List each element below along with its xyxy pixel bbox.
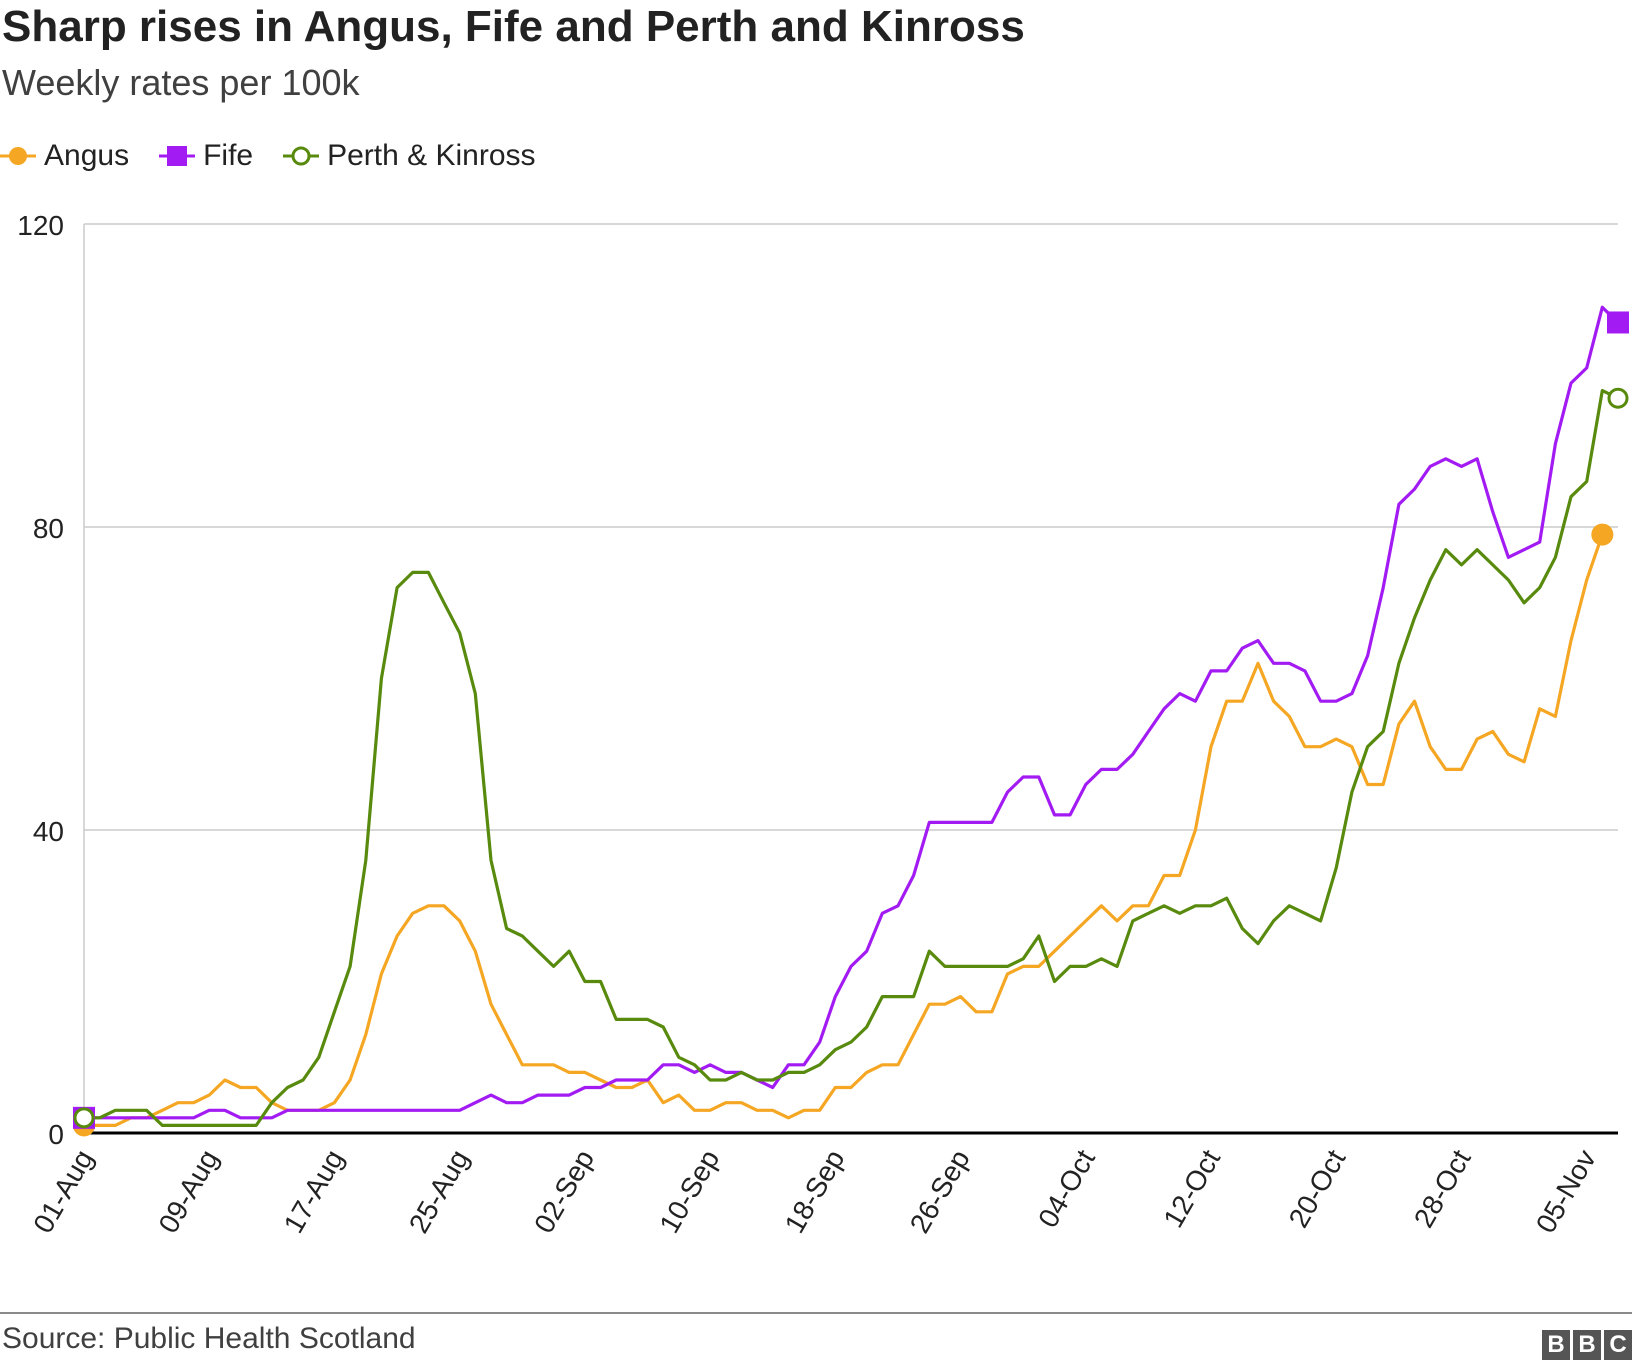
legend-marker-angus [0,147,36,165]
legend-label-fife: Fife [203,139,254,172]
source-note: Source: Public Health Scotland [2,1322,416,1355]
y-tick-label-80: 80 [33,513,64,544]
x-tick-label-02-Sep: 02-Sep [528,1145,600,1239]
x-tick-label-28-Oct: 28-Oct [1408,1144,1477,1232]
legend-marker-perth-kinross [283,146,320,166]
legend-marker-fife [159,146,196,166]
y-tick-label-0: 0 [48,1119,64,1150]
x-tick-label-05-Nov: 05-Nov [1530,1145,1602,1239]
marker-fife-end [1607,311,1629,334]
y-tick-label-120: 120 [17,210,64,241]
y-tick-label-40: 40 [33,816,64,847]
bbc-logo-letter-c: C [1604,1330,1632,1360]
bbc-logo-letter-b1: B [1542,1330,1570,1360]
x-tick-label-12-Oct: 12-Oct [1157,1144,1226,1232]
legend-label-angus: Angus [44,139,130,172]
marker-angus-end [1591,523,1614,546]
legend-label-perth-kinross: Perth & Kinross [327,139,536,172]
x-tick-label-17-Aug: 17-Aug [278,1145,350,1239]
x-tick-label-25-Aug: 25-Aug [403,1145,475,1239]
chart-title: Sharp rises in Angus, Fife and Perth and… [2,2,1025,51]
x-tick-label-01-Aug: 01-Aug [27,1145,99,1239]
legend-item-fife: Fife [159,139,253,173]
chart-subtitle: Weekly rates per 100k [2,62,360,103]
x-tick-label-20-Oct: 20-Oct [1283,1144,1352,1232]
legend-item-perth-kinross: Perth & Kinross [283,139,536,173]
series-line-fife [82,305,1620,1120]
x-tick-label-26-Sep: 26-Sep [904,1145,976,1239]
bbc-logo-letter-b2: B [1573,1330,1601,1360]
line-chart: 0 40 80 120 01-Aug 09-Aug 17-Aug 25-Aug 02-Sep 10… [17,210,1629,1239]
marker-perth-start [73,1107,95,1129]
marker-perth-end [1607,387,1629,409]
x-tick-label-18-Sep: 18-Sep [779,1145,851,1239]
legend: Angus Fife Perth & Kinross [0,132,566,180]
bbc-logo: B B C [1542,1330,1632,1360]
legend-item-angus: Angus [0,139,129,173]
x-tick-label-10-Sep: 10-Sep [653,1145,725,1239]
series-line-angus [82,532,1604,1128]
x-tick-label-09-Aug: 09-Aug [152,1145,224,1239]
x-tick-label-04-Oct: 04-Oct [1032,1144,1101,1232]
series-line-perth [82,389,1620,1128]
footer-divider [0,1312,1632,1314]
